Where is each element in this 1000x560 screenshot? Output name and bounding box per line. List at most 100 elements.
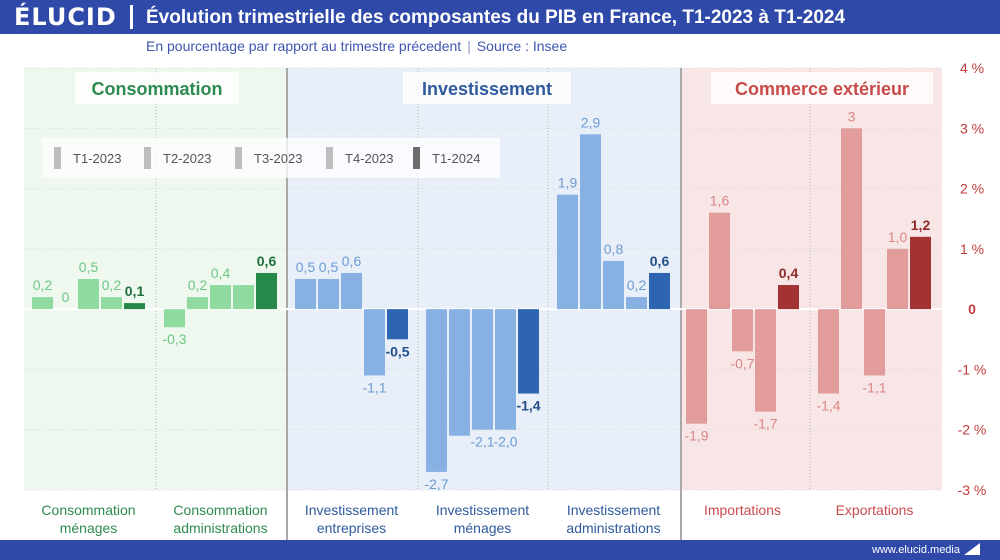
bar: [887, 248, 908, 310]
header-bar: [0, 0, 1000, 34]
footer-url[interactable]: www.elucid.media: [871, 544, 960, 556]
bar: [32, 297, 53, 310]
bar-label: 0,5: [296, 259, 316, 275]
bar-label: -1,4: [816, 398, 840, 414]
panel-title: Consommation: [91, 79, 222, 99]
y-tick-label: 3 %: [960, 120, 984, 136]
y-tick-label: 2 %: [960, 181, 984, 197]
legend-label: T1-2023: [73, 151, 121, 166]
bar: [124, 303, 145, 310]
chart-subtitle: En pourcentage par rapport au trimestre …: [146, 38, 567, 54]
bar-label: 0,5: [319, 259, 339, 275]
y-tick-label: 4 %: [960, 60, 984, 76]
bar: [187, 297, 208, 310]
bar: [603, 260, 624, 310]
bar: [318, 279, 339, 310]
bar: [686, 309, 707, 424]
chart-title: Évolution trimestrielle des composantes …: [146, 7, 846, 28]
bar: [426, 309, 447, 472]
subtitle-separator: |: [467, 38, 471, 54]
subtitle-source: Source : Insee: [476, 38, 568, 54]
bar-label: 0,4: [779, 265, 799, 281]
bar: [557, 194, 578, 310]
panel-title: Commerce extérieur: [735, 79, 909, 99]
legend-box: [42, 138, 500, 178]
bar: [387, 309, 408, 340]
bar: [910, 236, 931, 310]
bar-label: 0,2: [627, 277, 647, 293]
bar-label: -2,7: [424, 476, 448, 492]
bar-label: 0,6: [257, 253, 277, 269]
bar-label: -1,1: [362, 379, 386, 395]
y-tick-label: -2 %: [958, 422, 987, 438]
category-label: Consommation: [41, 502, 135, 518]
category-label: administrations: [173, 520, 267, 536]
bar-label: 0,6: [342, 253, 362, 269]
bar: [778, 285, 799, 310]
y-tick-label: 0: [968, 301, 976, 317]
bar: [755, 309, 776, 412]
logo-divider: [130, 5, 133, 29]
bar-label: 0: [62, 289, 70, 305]
category-label: Investissement: [305, 502, 398, 518]
bar-label: 1,0: [888, 229, 908, 245]
category-label: entreprises: [317, 520, 386, 536]
category-label: ménages: [454, 520, 512, 536]
category-label: ménages: [60, 520, 118, 536]
bar-label: 0,4: [211, 265, 231, 281]
bar: [626, 297, 647, 310]
bar-label: 0,2: [188, 277, 208, 293]
bar: [210, 285, 231, 310]
legend-label: T1-2024: [432, 151, 480, 166]
bar: [101, 297, 122, 310]
bar-label: -1,7: [753, 416, 777, 432]
category-label: Investissement: [436, 502, 529, 518]
bar: [449, 309, 470, 436]
bar-label: -0,3: [162, 331, 186, 347]
bar: [341, 272, 362, 310]
bar-label: 0,5: [79, 259, 99, 275]
bar-label: -1,1: [862, 379, 886, 395]
bar: [295, 279, 316, 310]
bar-label: -2,0: [493, 434, 517, 450]
bar-label: 0,8: [604, 241, 624, 257]
y-tick-label: -3 %: [958, 482, 987, 498]
bar-label: 2,9: [581, 114, 601, 130]
bar: [518, 309, 539, 394]
bar: [818, 309, 839, 394]
legend-label: T4-2023: [345, 151, 393, 166]
bar: [364, 309, 385, 376]
bar-label: 0,2: [33, 277, 53, 293]
legend-label: T3-2023: [254, 151, 302, 166]
bar: [709, 212, 730, 310]
panel-title: Investissement: [422, 79, 552, 99]
bar-label: 3: [848, 108, 856, 124]
bar: [472, 309, 493, 430]
bar-label: 0,1: [125, 283, 145, 299]
category-label: Consommation: [173, 502, 267, 518]
legend-swatch: [144, 147, 151, 169]
bar: [864, 309, 885, 376]
bar: [580, 134, 601, 310]
panel-background-green: [24, 68, 286, 490]
legend-swatch: [54, 147, 61, 169]
bar-label: -2,1: [470, 434, 494, 450]
bar: [649, 272, 670, 310]
category-label: Investissement: [567, 502, 660, 518]
bar-label: 1,6: [710, 193, 730, 209]
bar: [732, 309, 753, 352]
category-label: administrations: [566, 520, 660, 536]
bar-label: 0,2: [102, 277, 122, 293]
bar-label: -0,5: [385, 343, 409, 359]
brand-mark-icon: [964, 543, 980, 555]
subtitle-unit: En pourcentage par rapport au trimestre …: [146, 38, 462, 54]
bar: [164, 309, 185, 328]
panel-title-box: [403, 72, 571, 104]
bar-label: 1,2: [911, 217, 931, 233]
bar-label: 1,9: [558, 175, 578, 191]
brand-logo: ÉLUCID: [14, 3, 117, 31]
y-tick-label: 1 %: [960, 241, 984, 257]
bar: [495, 309, 516, 430]
